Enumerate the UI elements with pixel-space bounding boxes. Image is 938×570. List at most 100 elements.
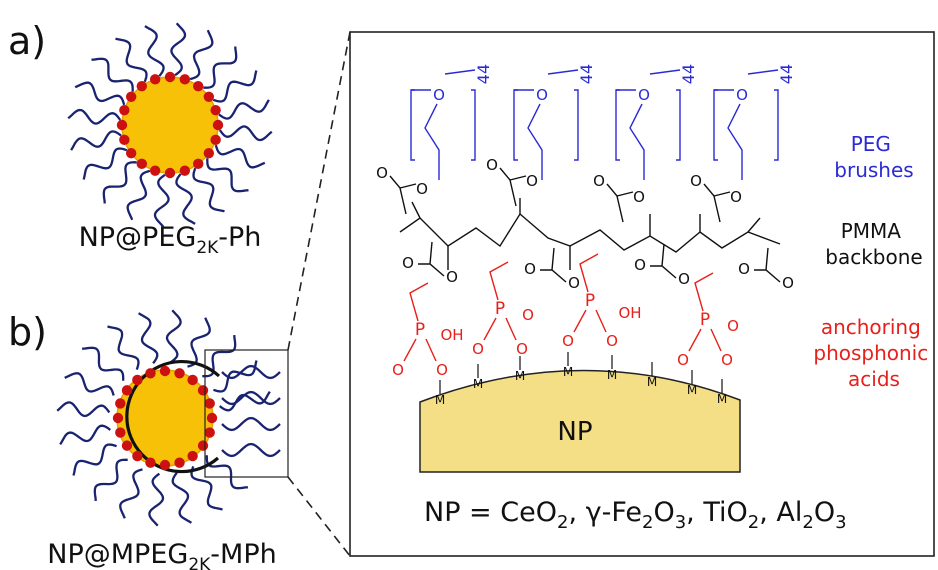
anchor-bead — [112, 412, 124, 424]
phosphorus: P — [415, 320, 425, 340]
methyl-stub — [411, 201, 421, 219]
pmma-backbone — [399, 198, 781, 270]
ester-bonds — [703, 183, 731, 223]
anchor-bead — [159, 365, 171, 377]
anchor-oxygen: O — [606, 332, 618, 350]
metal-label: M — [607, 368, 617, 382]
metal-label: M — [515, 369, 525, 383]
peg-chain — [93, 458, 128, 501]
ester-oxygen: O — [633, 188, 645, 206]
ester-oxygen: O — [568, 274, 580, 292]
anchor-bonds — [573, 253, 607, 333]
anchor-bonds — [688, 272, 722, 352]
np-formula: NP = CeO2, γ-Fe2O3, TiO2, Al2O3 — [424, 497, 847, 533]
anchor-bead — [203, 148, 215, 159]
peg-repeat-number: 44 — [679, 64, 698, 84]
anchor-bead — [187, 374, 198, 386]
anchor-bead — [119, 134, 130, 146]
surface-metal-sites: M M M M M M M M — [435, 352, 727, 407]
metal-label: M — [435, 393, 445, 407]
anchor-bead — [116, 119, 128, 131]
anchor-bead — [187, 450, 198, 462]
bracket-right — [774, 89, 779, 161]
ether-oxygen: O — [736, 86, 748, 104]
ester-bonds — [606, 183, 634, 223]
anchor-bead — [164, 71, 176, 83]
carbonyl-oxygen: O — [634, 256, 646, 274]
anchor-bead — [164, 167, 176, 179]
anchor-bead — [132, 374, 143, 386]
ester-bonds — [650, 243, 677, 279]
anchor-beads-a — [116, 71, 224, 179]
phosphonic-acid: P O O OH — [392, 282, 464, 379]
anchor-bead — [149, 74, 161, 85]
peg-chain — [165, 309, 182, 364]
ester-up: OO — [593, 172, 645, 223]
methyl-stub — [747, 217, 761, 233]
peg-chain — [213, 360, 258, 393]
ester-oxygen: O — [678, 270, 690, 288]
ester-down: OO — [738, 247, 794, 292]
nanoparticle-core-a — [121, 76, 219, 174]
peg-chain — [218, 125, 273, 142]
peg-chain — [72, 443, 117, 476]
peg-repeat-number: 44 — [474, 64, 493, 84]
anchor-bead — [125, 148, 137, 159]
phosphoryl-oxygen: O — [727, 317, 739, 335]
anchor-beads-b — [112, 365, 218, 471]
metal-site: M — [647, 362, 657, 389]
carbonyl-oxygen: O — [376, 164, 388, 182]
anchor-bead — [203, 91, 215, 102]
anchor-bead — [119, 104, 130, 116]
np-mpeg-mph-particle — [56, 309, 281, 527]
peg-chain — [67, 108, 122, 125]
ether-oxygen: O — [638, 86, 650, 104]
peg-chain — [189, 29, 214, 81]
anchor-bead — [179, 165, 191, 176]
anchor-bead — [210, 134, 221, 146]
peg-chain — [221, 442, 281, 458]
ester-down: OO — [402, 241, 458, 286]
metal-site: M — [717, 379, 727, 406]
anchor-bead — [121, 385, 133, 396]
anchor-oxygen: O — [677, 351, 689, 369]
zoom-frame — [349, 31, 935, 557]
peg-chain — [214, 144, 266, 169]
peg-chain — [74, 81, 126, 106]
peg-chain — [218, 99, 270, 120]
carbonyl-oxygen: O — [524, 260, 536, 278]
ester-bonds — [418, 241, 445, 277]
peg-chain — [115, 37, 148, 83]
peg-chain — [107, 325, 140, 370]
peg-repeat-unit: O 44 — [615, 64, 698, 180]
panel-a: a) NP@PEG2K-Ph — [8, 19, 273, 258]
phosphorus: P — [700, 310, 710, 330]
anchor-bead — [197, 385, 209, 396]
peg-chain — [170, 22, 187, 77]
anchor-oxygen: O — [562, 332, 574, 350]
peg-chain — [221, 416, 281, 432]
anchor-bead — [115, 427, 126, 438]
anchor-bead — [212, 119, 224, 131]
ester-down: OO — [524, 247, 580, 292]
peg-chain — [192, 167, 225, 213]
ester-bonds — [389, 175, 417, 215]
peg-chain — [91, 57, 134, 92]
peg-chain — [202, 335, 237, 378]
peg-chain — [126, 169, 151, 221]
ester-bonds — [754, 247, 781, 283]
peg-repeat-unit: O 44 — [513, 64, 596, 180]
peg-chain — [190, 466, 223, 511]
peg-chain — [102, 161, 137, 204]
nanoparticle-core-b — [116, 369, 214, 467]
peg-chain — [206, 158, 249, 193]
anchor-bead — [204, 427, 215, 438]
anchor-bonds — [403, 282, 437, 362]
ether-oxygen: O — [433, 86, 445, 104]
metal-site: M — [515, 356, 525, 383]
hydroxyl: OH — [618, 304, 641, 322]
phosphonic-acid: PO OO — [472, 261, 534, 358]
anchor-bead — [145, 457, 156, 468]
